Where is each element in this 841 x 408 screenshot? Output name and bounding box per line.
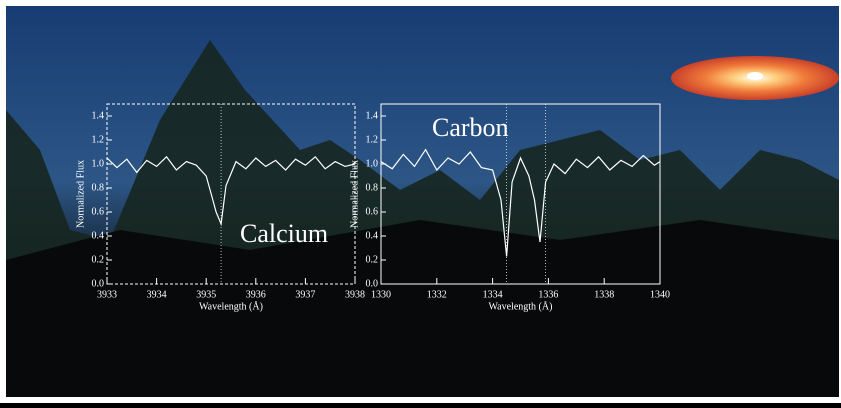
y-tick-label: 0.2: [92, 254, 105, 265]
x-axis-label: Wavelength (Å): [199, 300, 263, 312]
y-tick-label: 1.2: [92, 134, 105, 145]
element-label: Calcium: [240, 219, 328, 248]
y-tick-label: 0.6: [92, 206, 105, 217]
y-axis-label: Normalized Flux: [349, 160, 360, 228]
star: [747, 72, 763, 80]
y-tick-label: 1.0: [92, 158, 105, 169]
y-tick-label: 1.4: [92, 110, 105, 121]
x-axis-label: Wavelength (Å): [489, 300, 553, 312]
x-tick-label: 1340: [650, 289, 670, 300]
y-tick-label: 0.0: [366, 278, 379, 289]
page: 0.0 0.2 0.4 0.6 0.8 1.0 1.2 1.4 3933 3934 3935 3936…: [0, 0, 841, 403]
y-tick-label: 0.6: [366, 206, 379, 217]
y-tick-label: 1.0: [366, 158, 379, 169]
y-tick-label: 1.2: [366, 134, 379, 145]
x-tick-label: 1334: [483, 289, 503, 300]
y-axis-label: Normalized Flux: [75, 160, 86, 228]
x-tick-label: 3933: [97, 289, 117, 300]
x-tick-label: 3935: [196, 289, 216, 300]
x-tick-label: 1336: [538, 289, 558, 300]
x-tick-label: 1330: [371, 289, 391, 300]
x-tick-label: 1338: [594, 289, 614, 300]
x-tick-label: 3938: [345, 289, 365, 300]
x-tick-label: 3934: [147, 289, 167, 300]
foreground: [6, 220, 839, 397]
x-tick-label: 3937: [295, 289, 315, 300]
element-label: Carbon: [432, 113, 509, 142]
y-tick-label: 0.8: [92, 182, 105, 193]
x-tick-label: 3936: [246, 289, 266, 300]
y-tick-label: 0.4: [92, 230, 105, 241]
x-tick-label: 1332: [427, 289, 447, 300]
y-tick-label: 0.8: [366, 182, 379, 193]
y-tick-label: 0.4: [366, 230, 379, 241]
y-tick-label: 1.4: [366, 110, 379, 121]
y-tick-label: 0.2: [366, 254, 379, 265]
chart: 0.0 0.2 0.4 0.6 0.8 1.0 1.2 1.4 3933 3934 3935 3936…: [0, 0, 841, 403]
y-tick-label: 0.0: [92, 278, 105, 289]
